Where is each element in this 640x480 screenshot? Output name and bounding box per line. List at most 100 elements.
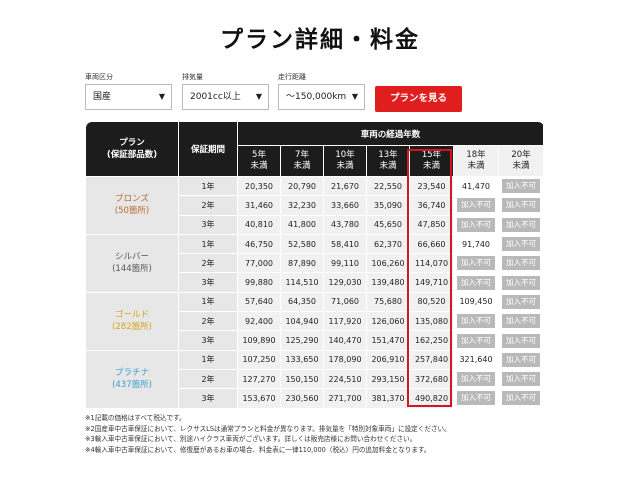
table-row: ゴールド (282箇所) 1年 57,640 64,350 71,060 75,680 80,… — [85, 291, 545, 351]
not-available-label: 加入不可 — [502, 391, 541, 406]
price-cell: 129,030 — [323, 272, 367, 293]
price-cell: 47,850 — [409, 214, 454, 235]
not-available-cell: 加入不可 — [453, 272, 499, 293]
price-cell: 22,550 — [366, 175, 410, 197]
price-cell: 104,940 — [280, 311, 324, 332]
not-available-cell: 加入不可 — [453, 368, 499, 390]
not-available-cell: 加入不可 — [497, 175, 545, 197]
mileage-value: ～150,000km — [286, 92, 347, 102]
plan-header: プラン (保証部品数) — [85, 121, 179, 177]
mileage-filter: 走行距離 ～150,000km ▼ — [278, 72, 365, 110]
displacement-filter: 排気量 2001cc以上 ▼ — [182, 72, 269, 110]
not-available-label: 加入不可 — [502, 217, 541, 232]
not-available-label: 加入不可 — [457, 275, 495, 290]
price-table-container: プラン (保証部品数) 保証期間 車両の経過年数 5年 未満 7年 未満 10年 未… — [85, 121, 545, 409]
not-available-cell: 加入不可 — [453, 330, 499, 351]
price-cell: 150,150 — [280, 368, 324, 390]
mileage-select[interactable]: ～150,000km ▼ — [278, 84, 365, 110]
period-cell: 2年 — [178, 368, 238, 390]
price-cell: 21,670 — [323, 175, 367, 197]
period-cell: 3年 — [178, 272, 238, 293]
not-available-label: 加入不可 — [457, 391, 495, 406]
price-cell: 41,800 — [280, 214, 324, 235]
period-cell: 1年 — [178, 291, 238, 313]
note-item: ※1記載の価格はすべて税込です。 — [85, 414, 186, 422]
price-cell: 57,640 — [237, 291, 281, 313]
chevron-down-icon: ▼ — [158, 92, 165, 101]
price-cell: 80,520 — [409, 291, 454, 313]
not-available-cell: 加入不可 — [453, 388, 499, 409]
price-table: プラン (保証部品数) 保証期間 車両の経過年数 5年 未満 7年 未満 10年 未… — [85, 121, 545, 409]
age-column-header: 15年 未満 — [409, 145, 454, 177]
period-header: 保証期間 — [178, 121, 238, 177]
plan-parts: (437箇所) — [112, 380, 152, 391]
price-cell: 43,780 — [323, 214, 367, 235]
price-cell: 62,370 — [366, 233, 410, 255]
price-cell: 106,260 — [366, 253, 410, 274]
age-column-header: 20年 未満 — [497, 145, 545, 177]
page-title: プラン詳細・料金 — [220, 27, 420, 53]
plan-parts: (144箇所) — [112, 264, 152, 275]
note-item: ※4輸入車中古車保証において、修復歴があるお車の場合、料金表に一律110,000… — [85, 445, 431, 454]
price-cell: 20,790 — [280, 175, 324, 197]
not-available-cell: 加入不可 — [497, 349, 545, 370]
price-cell: 45,650 — [366, 214, 410, 235]
price-cell: 321,640 — [453, 349, 499, 370]
not-available-cell: 加入不可 — [453, 214, 499, 235]
price-cell: 271,700 — [323, 388, 367, 409]
table-row: プラチナ (437箇所) 1年 107,250 133,650 178,090 206,91… — [85, 349, 545, 409]
note-item: ※2国産車中古車保証において、レクサスLSは通常プランと料金が異なります。排気量… — [85, 424, 451, 433]
origin-select[interactable]: 国産 ▼ — [85, 84, 172, 110]
price-cell: 490,820 — [409, 388, 454, 409]
not-available-cell: 加入不可 — [497, 233, 545, 255]
table-row: 3年 40,810 41,800 43,780 45,650 47,850 加入不可 加入不可 — [86, 214, 545, 235]
price-cell: 372,680 — [409, 368, 454, 390]
plan-name: ブロンズ — [115, 194, 149, 205]
period-cell: 3年 — [178, 214, 238, 235]
not-available-cell: 加入不可 — [497, 330, 545, 351]
not-available-label: 加入不可 — [502, 352, 541, 367]
price-cell: 31,460 — [237, 195, 281, 216]
plan-cell: ゴールド (282箇所) — [85, 291, 179, 351]
price-cell: 87,890 — [280, 253, 324, 274]
not-available-cell: 加入不可 — [497, 291, 545, 313]
not-available-cell: 加入不可 — [497, 272, 545, 293]
price-cell: 33,660 — [323, 195, 367, 216]
not-available-label: 加入不可 — [457, 256, 495, 271]
period-cell: 1年 — [178, 349, 238, 370]
plan-cell: プラチナ (437箇所) — [85, 349, 179, 409]
not-available-cell: 加入不可 — [497, 253, 545, 274]
not-available-label: 加入不可 — [502, 294, 541, 309]
price-cell: 52,580 — [280, 233, 324, 255]
price-cell: 153,670 — [237, 388, 281, 409]
displacement-select[interactable]: 2001cc以上 ▼ — [182, 84, 269, 110]
price-cell: 149,710 — [409, 272, 454, 293]
table-row: 3年 153,670 230,560 271,700 381,370 490,820 加入不… — [86, 388, 545, 409]
not-available-label: 加入不可 — [502, 314, 541, 329]
view-plans-button[interactable]: プランを見る — [375, 86, 462, 112]
price-cell: 114,510 — [280, 272, 324, 293]
price-cell: 71,060 — [323, 291, 367, 313]
price-cell: 135,080 — [409, 311, 454, 332]
period-cell: 2年 — [178, 311, 238, 332]
price-cell: 162,250 — [409, 330, 454, 351]
not-available-cell: 加入不可 — [497, 388, 545, 409]
not-available-label: 加入不可 — [457, 217, 495, 232]
price-cell: 114,070 — [409, 253, 454, 274]
not-available-cell: 加入不可 — [453, 195, 499, 216]
table-row: シルバー (144箇所) 1年 46,750 52,580 58,410 62,370 66,… — [85, 233, 545, 293]
not-available-label: 加入不可 — [502, 237, 541, 252]
age-column-header: 13年 未満 — [366, 145, 410, 177]
origin-filter: 車両区分 国産 ▼ — [85, 72, 172, 110]
not-available-label: 加入不可 — [457, 372, 495, 387]
price-cell: 36,740 — [409, 195, 454, 216]
price-cell: 117,920 — [323, 311, 367, 332]
price-cell: 40,810 — [237, 214, 281, 235]
notes: ※1記載の価格はすべて税込です。 ※2国産車中古車保証において、レクサスLSは通… — [85, 413, 565, 455]
price-cell: 46,750 — [237, 233, 281, 255]
period-cell: 2年 — [178, 253, 238, 274]
plan-parts: (50箇所) — [114, 206, 150, 217]
price-cell: 66,660 — [409, 233, 454, 255]
price-cell: 139,480 — [366, 272, 410, 293]
price-cell: 127,270 — [237, 368, 281, 390]
